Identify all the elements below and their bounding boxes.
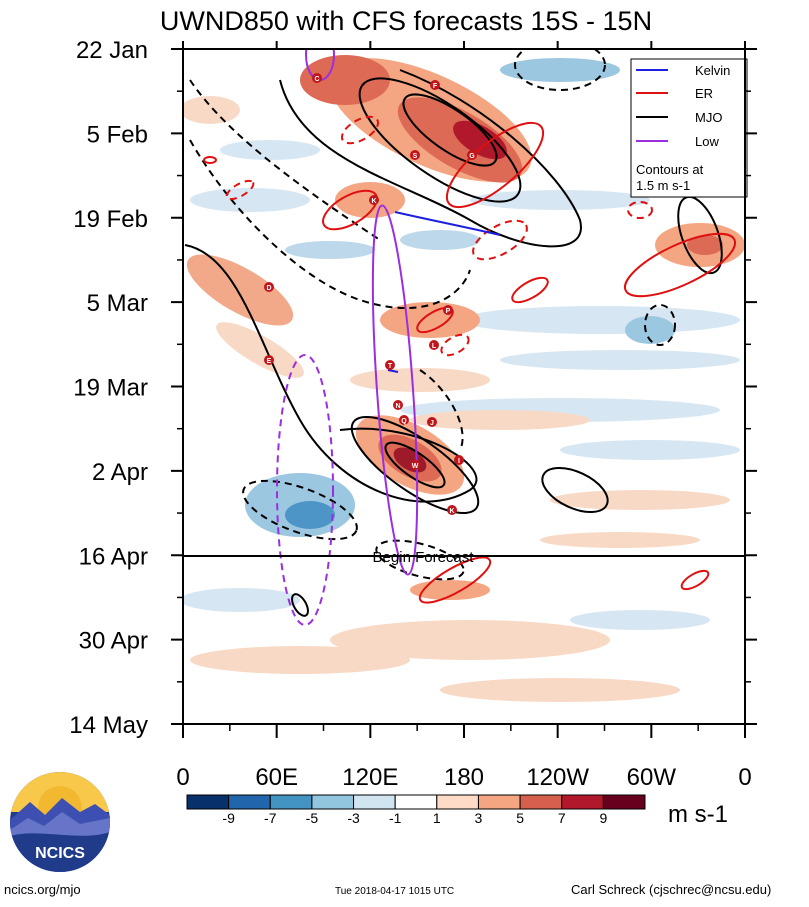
storm-marker: I <box>454 455 464 465</box>
contours <box>184 49 737 626</box>
colorbar-swatch <box>186 794 230 810</box>
colorbar-swatch <box>561 794 604 810</box>
storm-marker: W <box>410 460 420 470</box>
x-tick-label: 0 <box>176 764 189 791</box>
y-axis: 22 Jan 5 Feb 19 Feb 5 Mar 19 Mar 2 Apr 16 Apr 3… <box>69 37 757 739</box>
svg-text:J: J <box>430 420 434 427</box>
colorbar: -9 -7 -5 -3 -1 1 3 5 7 9 <box>186 794 646 826</box>
storm-marker: C <box>312 73 322 83</box>
colorbar-label: 7 <box>558 810 566 826</box>
legend-note: Contours at 1.5 m s-1 <box>636 162 707 193</box>
legend-er: ER <box>695 86 713 101</box>
storm-marker: D <box>264 282 274 292</box>
legend-low: Low <box>695 134 719 149</box>
colorbar-label: 9 <box>599 810 607 826</box>
footer-timestamp: Tue 2018-04-17 1015 UTC <box>335 886 455 897</box>
colorbar-label: -1 <box>389 810 402 826</box>
y-tick-label: 2 Apr <box>92 459 148 486</box>
forecast-label: Begin Forecast <box>373 549 475 566</box>
ncics-logo: NCICS <box>10 772 110 872</box>
colorbar-label: 3 <box>475 810 483 826</box>
storm-marker: L <box>429 340 439 350</box>
colorbar-swatch <box>477 794 521 810</box>
y-tick-label: 16 Apr <box>79 543 148 570</box>
svg-text:N: N <box>395 403 400 410</box>
colorbar-swatch <box>436 794 479 810</box>
svg-text:P: P <box>446 308 451 315</box>
y-tick-label: 19 Mar <box>73 375 148 402</box>
x-tick-label: 180 <box>444 764 484 791</box>
colorbar-label: -5 <box>306 810 319 826</box>
storm-marker: N <box>393 400 403 410</box>
y-tick-label: 5 Feb <box>87 121 148 148</box>
y-tick-label: 14 May <box>69 712 148 739</box>
storm-marker: Q <box>399 415 409 425</box>
y-tick-label: 22 Jan <box>76 37 148 64</box>
svg-text:T: T <box>388 363 393 370</box>
svg-text:D: D <box>266 285 271 292</box>
colorbar-label: 1 <box>433 810 441 826</box>
colorbar-label: -7 <box>264 810 277 826</box>
colorbar-swatch <box>519 794 563 810</box>
storm-marker: G <box>467 150 477 160</box>
storm-marker: T <box>385 360 395 370</box>
x-tick-label: 0 <box>738 764 751 791</box>
x-tick-label: 60E <box>255 764 298 791</box>
storm-marker: K <box>369 195 379 205</box>
svg-text:W: W <box>412 463 419 470</box>
storm-marker: P <box>443 305 453 315</box>
svg-text:G: G <box>469 153 475 160</box>
colorbar-label: -3 <box>347 810 360 826</box>
storm-marker: E <box>264 355 274 365</box>
colorbar-swatch <box>269 794 313 810</box>
colorbar-swatch <box>602 794 646 810</box>
chart-title: UWND850 with CFS forecasts 15S - 15N <box>160 6 652 36</box>
storm-marker: K <box>447 505 457 515</box>
y-tick-label: 30 Apr <box>79 628 148 655</box>
svg-text:E: E <box>267 358 272 365</box>
svg-text:S: S <box>413 153 418 160</box>
storm-markers: C F G S K D E P L T N Q J I W K <box>264 73 477 515</box>
anomaly-shading <box>183 55 745 702</box>
colorbar-label: -9 <box>222 810 235 826</box>
x-axis: 0 60E 120E 180 120W 60W 0 <box>176 41 752 791</box>
x-tick-label: 60W <box>627 764 677 791</box>
svg-text:Q: Q <box>401 418 407 425</box>
svg-text:I: I <box>458 458 460 465</box>
storm-marker: J <box>427 417 437 427</box>
svg-text:K: K <box>449 508 454 515</box>
footer-url: ncics.org/mjo <box>4 882 81 897</box>
svg-text:F: F <box>433 83 438 90</box>
colorbar-swatch <box>353 794 396 810</box>
legend: Kelvin ER MJO Low Contours at 1.5 m s-1 <box>630 58 748 198</box>
storm-marker: S <box>410 150 420 160</box>
footer-credit: Carl Schreck (cjschrec@ncsu.edu) <box>571 882 772 897</box>
x-tick-label: 120E <box>342 764 398 791</box>
svg-text:L: L <box>432 343 437 350</box>
svg-text:K: K <box>371 198 376 205</box>
colorbar-label: 5 <box>516 810 524 826</box>
colorbar-swatch <box>394 794 438 810</box>
colorbar-units: m s-1 <box>668 801 728 828</box>
x-tick-label: 120W <box>526 764 589 791</box>
y-tick-label: 19 Feb <box>73 206 148 233</box>
legend-mjo: MJO <box>695 110 722 125</box>
logo-text: NCICS <box>35 845 85 862</box>
svg-text:C: C <box>314 76 319 83</box>
y-tick-label: 5 Mar <box>87 290 148 317</box>
legend-kelvin: Kelvin <box>695 63 730 78</box>
colorbar-swatch <box>311 794 355 810</box>
colorbar-swatch <box>228 794 271 810</box>
storm-marker: F <box>430 80 440 90</box>
